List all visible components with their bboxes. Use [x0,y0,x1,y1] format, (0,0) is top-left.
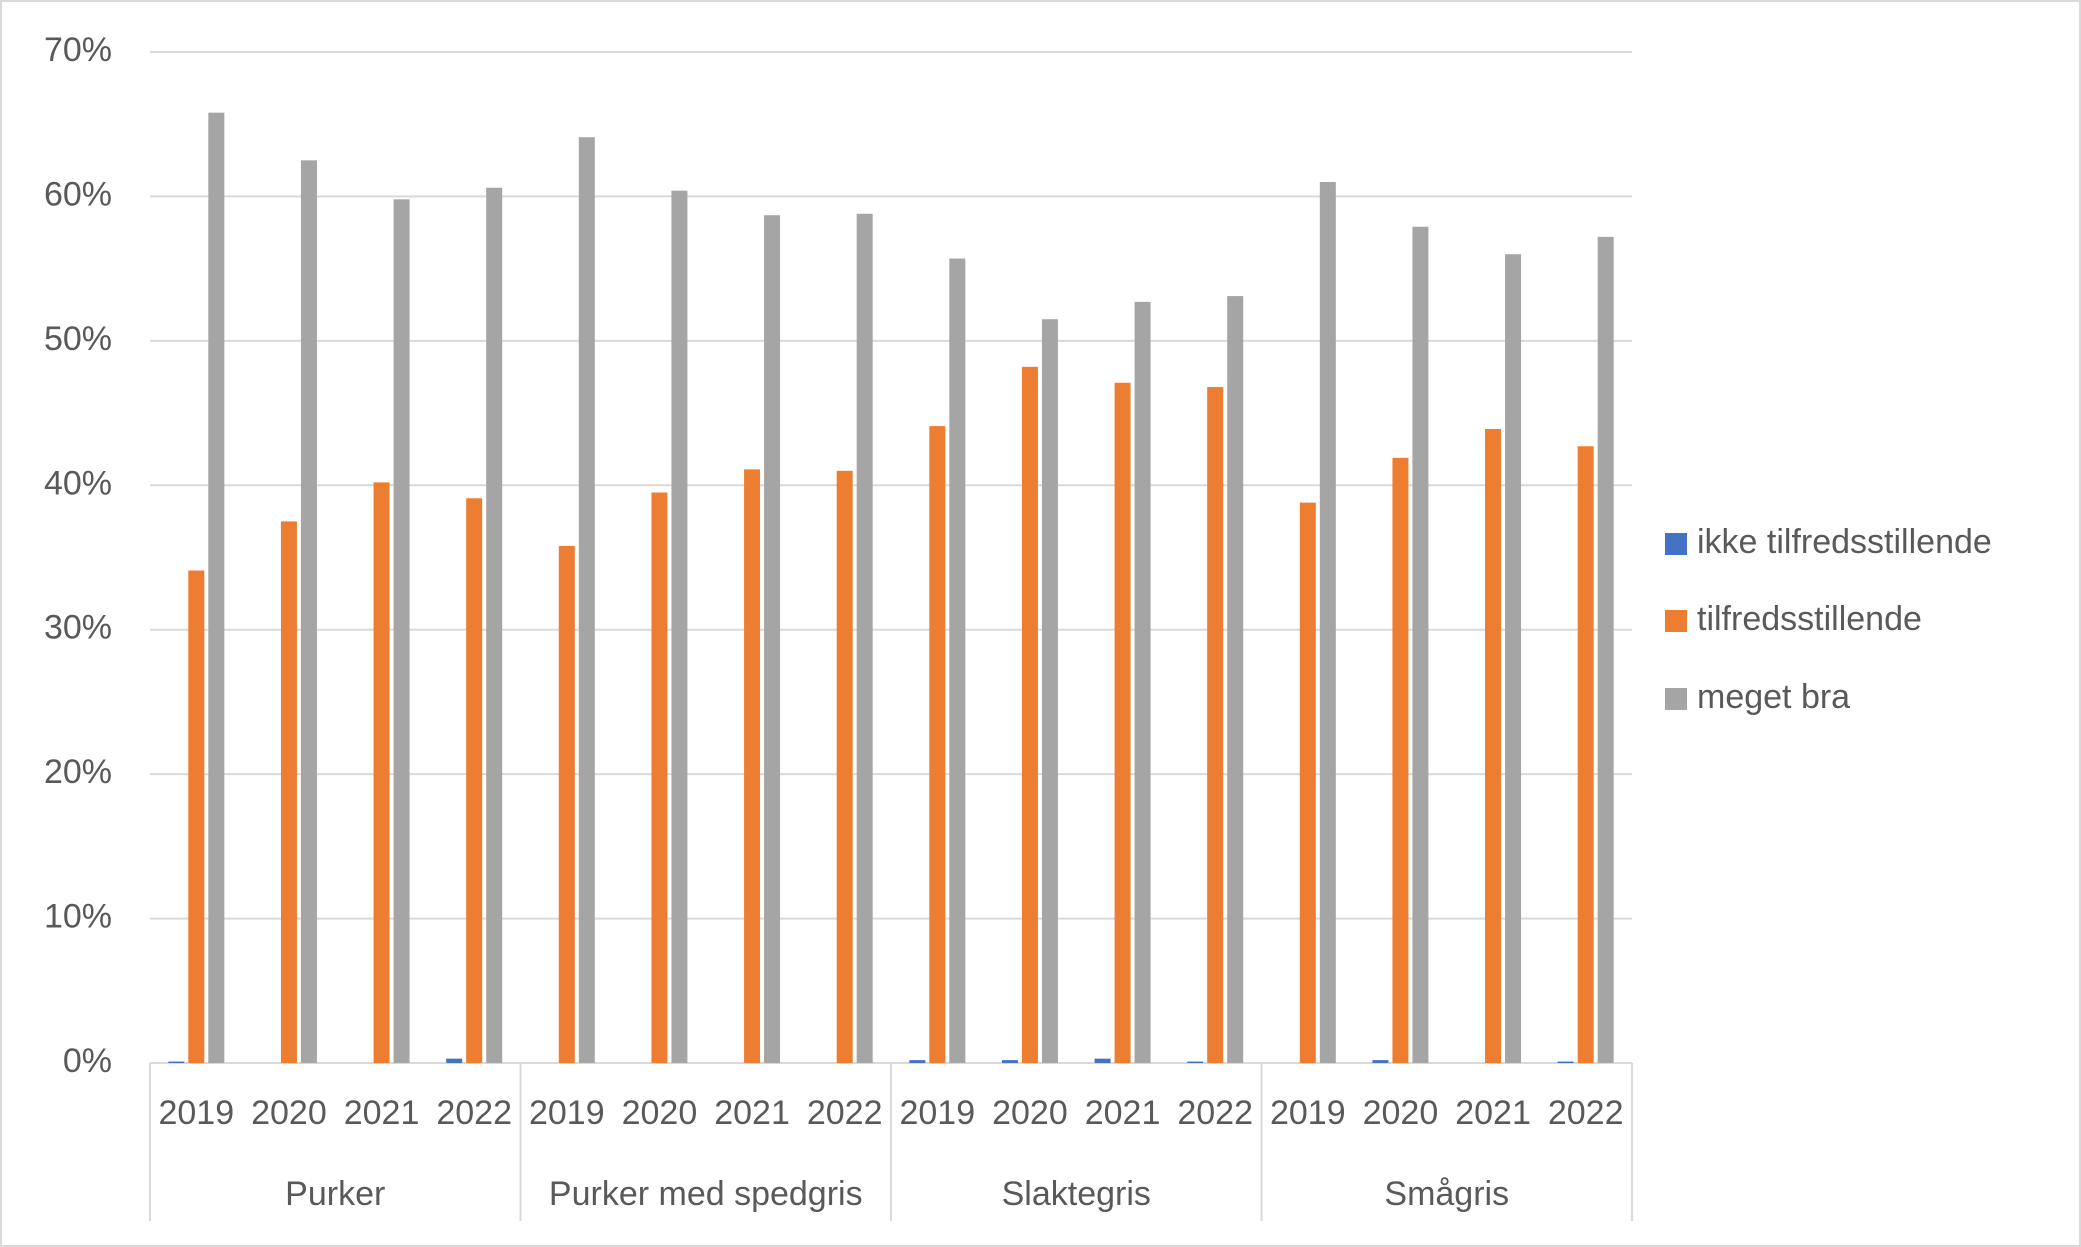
bar [578,137,595,1063]
legend-swatch [1665,610,1687,632]
y-tick-label: 40% [44,464,112,502]
bar [949,258,966,1064]
x-tick-label: 2019 [158,1094,234,1132]
bar [393,199,410,1063]
bar [744,469,761,1063]
y-tick-label: 70% [44,31,112,69]
legend-swatch [1665,533,1687,555]
y-tick-label: 30% [44,609,112,647]
bar [188,570,205,1063]
bar [373,482,390,1063]
y-tick-label: 60% [44,175,112,213]
bar [671,190,688,1063]
group-label: Purker [285,1175,385,1213]
x-tick-label: 2022 [436,1094,512,1132]
x-tick-label: 2021 [344,1094,420,1132]
x-tick-label: 2022 [1548,1094,1624,1132]
bar [280,521,297,1063]
bar [1114,382,1131,1063]
bar [1485,428,1502,1063]
y-tick-label: 10% [44,898,112,936]
x-tick-label: 2020 [251,1094,327,1132]
legend-label: tilfredsstillende [1697,600,1922,638]
bar [856,213,873,1063]
x-tick-label: 2020 [992,1094,1068,1132]
bar [1392,457,1409,1063]
bar [486,187,503,1063]
bar [929,426,946,1063]
y-tick-label: 50% [44,320,112,358]
y-tick-label: 0% [63,1042,112,1080]
bar [1597,236,1614,1063]
bar [836,470,853,1063]
bar [764,215,781,1063]
group-label: Slaktegris [1002,1175,1151,1213]
y-tick-label: 20% [44,753,112,791]
x-tick-label: 2022 [1177,1094,1253,1132]
bar [1319,181,1336,1063]
bar [1187,1061,1204,1063]
legend-label: ikke tilfredsstillende [1697,523,1992,561]
bar [300,160,317,1064]
bar [1021,366,1038,1064]
x-tick-label: 2019 [529,1094,605,1132]
bar [1505,254,1522,1063]
x-tick-label: 2019 [899,1094,975,1132]
x-tick-label: 2021 [1085,1094,1161,1132]
x-tick-label: 2019 [1270,1094,1346,1132]
legend-swatch [1665,688,1687,710]
group-label: Purker med spedgris [549,1175,863,1213]
group-label: Smågris [1384,1175,1509,1213]
x-tick-label: 2020 [622,1094,698,1132]
bar [558,545,575,1063]
bar [1299,502,1316,1063]
bar [1412,226,1429,1064]
bar [1001,1060,1018,1063]
bar [1207,387,1224,1063]
bar [208,112,225,1063]
x-tick-label: 2020 [1363,1094,1439,1132]
bar [1134,301,1151,1063]
x-tick-label: 2021 [714,1094,790,1132]
bar [466,498,483,1063]
bar [651,492,668,1063]
bar [909,1060,926,1063]
bar [446,1058,463,1063]
bar [1372,1060,1389,1063]
legend-label: meget bra [1697,678,1850,716]
bar [1557,1061,1574,1063]
x-tick-label: 2021 [1455,1094,1531,1132]
bar [1227,296,1244,1063]
bar [1094,1058,1111,1063]
bar [1041,319,1058,1063]
bar [1577,446,1594,1063]
bar [168,1061,185,1063]
x-tick-label: 2022 [807,1094,883,1132]
